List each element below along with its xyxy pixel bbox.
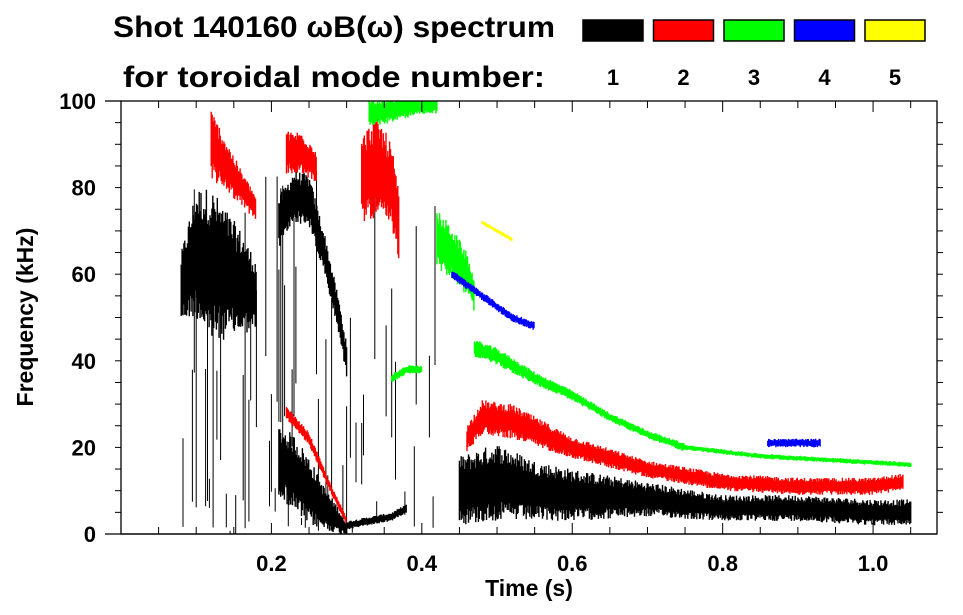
legend-swatch-mode-4	[793, 19, 856, 42]
x-tick-label: 0.2	[256, 551, 287, 576]
mode-1-feature	[458, 446, 912, 526]
mode-1-feature	[278, 171, 348, 377]
mode-1-feature	[278, 429, 348, 534]
mode-1-feature	[180, 189, 257, 340]
y-tick-label: 80	[72, 176, 96, 201]
x-tick-label: 0.4	[407, 551, 438, 576]
legend-swatch-mode-2	[652, 19, 715, 42]
x-tick-label: 0.6	[557, 551, 588, 576]
mode-3-feature	[473, 341, 686, 451]
axes: 0.2 0.4 0.6 0.8 1.0 0 20 40 60 80 100	[59, 89, 943, 576]
mode-5-feature	[481, 221, 513, 242]
mode-4-feature	[767, 438, 821, 448]
mode-3-feature	[368, 101, 438, 125]
x-tick-label: 1.0	[858, 551, 889, 576]
x-axis-label: Time (s)	[485, 575, 573, 601]
mode-1-streaks	[182, 171, 436, 534]
mode-2-feature	[210, 111, 257, 219]
legend-label-mode-2: 2	[677, 65, 689, 90]
mode-2-feature	[285, 407, 347, 523]
legend-swatch-mode-1	[582, 19, 644, 42]
chart-title: Shot 140160 ωB(ω) spectrum	[113, 11, 555, 44]
legend-label-mode-3: 3	[748, 65, 760, 90]
legend-label-mode-1: 1	[607, 65, 619, 90]
mode-3-feature	[436, 213, 475, 311]
mode-2-feature	[466, 400, 904, 495]
y-tick-label: 40	[72, 349, 96, 374]
y-tick-label: 0	[84, 522, 96, 547]
y-tick-label: 60	[72, 262, 96, 287]
y-tick-label: 100	[59, 89, 96, 114]
y-tick-label: 20	[72, 435, 96, 460]
mode-2-feature	[361, 114, 400, 259]
x-tick-label: 0.8	[707, 551, 738, 576]
mode-2-feature	[285, 131, 317, 181]
spectrum-marks	[180, 101, 912, 534]
chart-subtitle: for toroidal mode number:	[123, 61, 545, 94]
legend-swatch-mode-3	[723, 19, 785, 42]
legend-label-mode-4: 4	[818, 65, 831, 90]
legend-label-mode-5: 5	[889, 65, 901, 90]
legend-swatch-mode-5	[864, 19, 926, 42]
y-axis-label: Frequency (kHz)	[12, 228, 38, 407]
mode-4-feature	[451, 271, 535, 330]
mode-3-feature	[684, 445, 912, 468]
legend: 1 2 3 4 5	[582, 19, 926, 90]
mode-3-feature	[391, 365, 423, 382]
